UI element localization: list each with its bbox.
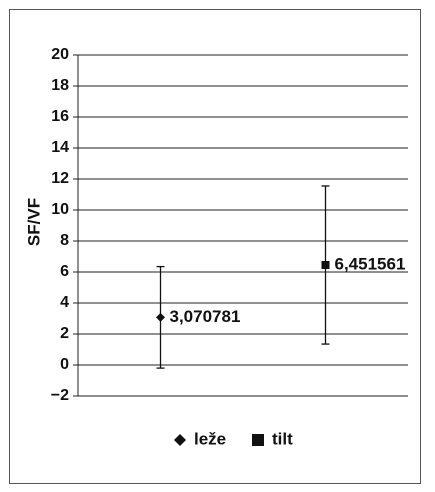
legend-marker-leže [174, 434, 186, 446]
y-axis-label: SF/VF [24, 198, 43, 246]
y-tick-label-4: 12 [51, 170, 69, 187]
y-tick-label-7: 6 [60, 263, 69, 280]
legend-label-leže: leže [194, 429, 226, 448]
data-label-tilt: 6,451561 [335, 254, 406, 273]
y-tick-label-0: 20 [51, 46, 69, 63]
legend: leže tilt [174, 429, 293, 448]
y-tick-label-3: 14 [51, 139, 69, 156]
y-tick-label-9: 2 [60, 325, 69, 342]
y-tick-label-8: 4 [60, 294, 69, 311]
legend-marker-tilt [252, 434, 264, 446]
data-labels: 3,070781 6,451561 [170, 254, 406, 325]
gridlines [73, 54, 408, 397]
y-tick-label-2: 16 [51, 108, 69, 125]
legend-label-tilt: tilt [272, 429, 293, 448]
y-tick-label-11: −2 [51, 387, 69, 404]
point-tilt [321, 261, 330, 270]
data-label-leže: 3,070781 [170, 307, 241, 326]
error-bars [156, 185, 330, 369]
data-points [156, 261, 330, 322]
y-tick-label-1: 18 [51, 77, 69, 94]
point-leže [156, 312, 165, 322]
y-tick-label-10: 0 [60, 356, 69, 373]
y-tick-label-6: 8 [60, 232, 69, 249]
y-tick-label-5: 10 [51, 201, 69, 218]
